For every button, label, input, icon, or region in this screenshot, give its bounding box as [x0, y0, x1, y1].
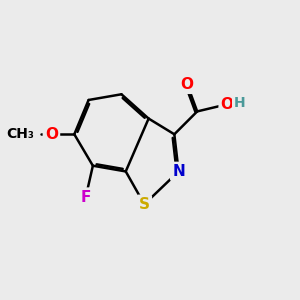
Text: O: O [45, 127, 58, 142]
Text: O: O [221, 97, 234, 112]
Text: CH₃: CH₃ [6, 127, 34, 141]
Text: H: H [233, 96, 245, 110]
Text: N: N [172, 164, 185, 179]
Text: S: S [139, 197, 150, 212]
Text: F: F [80, 190, 91, 205]
Text: O: O [181, 77, 194, 92]
